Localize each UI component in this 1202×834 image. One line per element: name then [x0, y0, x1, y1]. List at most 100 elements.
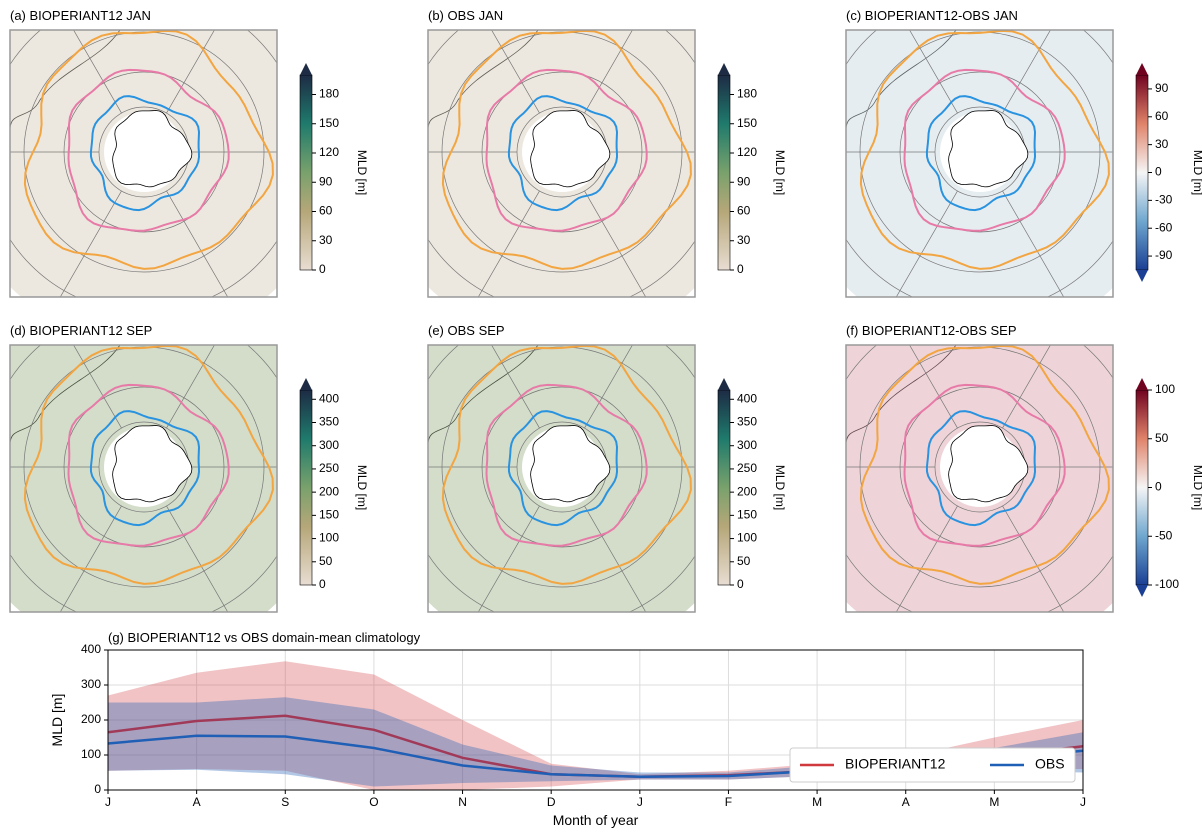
colorbar-label: MLD [m] — [773, 150, 787, 195]
front-orange — [23, 30, 274, 270]
colorbar-tick-label: 0 — [737, 577, 744, 591]
map — [428, 30, 695, 297]
meridian — [895, 505, 958, 612]
colorbar-tick-label: 100 — [737, 531, 757, 545]
x-tick-label: M — [989, 795, 999, 809]
colorbar-label: MLD [m] — [773, 465, 787, 510]
meridian — [584, 345, 633, 429]
colorbar-tick-label: 90 — [319, 174, 333, 188]
front-blue — [89, 410, 201, 527]
colorbar — [717, 74, 731, 271]
colorbar — [299, 74, 313, 271]
colorbar-tick-label: 0 — [319, 262, 326, 276]
meridian — [584, 190, 647, 297]
panel-title: (b) OBS JAN — [428, 8, 503, 23]
x-tick-label: J — [1080, 795, 1086, 809]
colorbar — [717, 389, 731, 586]
colorbar-tick-label: 50 — [1155, 431, 1169, 445]
x-tick-label: D — [547, 795, 556, 809]
antarctica — [112, 110, 193, 188]
land — [846, 345, 957, 446]
colorbar-tick-label: 0 — [1155, 480, 1162, 494]
colorbar-tick-label: 400 — [737, 391, 757, 405]
front-orange — [859, 30, 1110, 270]
colorbar-tick-label: 90 — [1155, 81, 1169, 95]
colorbar — [1135, 389, 1149, 586]
legend-label: BIOPERIANT12 — [845, 756, 946, 772]
land — [428, 345, 539, 446]
meridian — [59, 190, 122, 297]
y-axis-label: MLD [m] — [49, 694, 65, 747]
colorbar-tick-label: -30 — [1155, 193, 1173, 207]
x-tick-label: A — [902, 795, 910, 809]
front-orange — [859, 345, 1110, 585]
colorbar-tick-label: 200 — [737, 484, 757, 498]
meridian — [1002, 345, 1051, 429]
y-tick-label: 0 — [94, 782, 101, 796]
plot-frame — [107, 649, 1084, 791]
colorbar-tick-label: 200 — [319, 484, 339, 498]
land — [10, 345, 121, 446]
antarctica — [948, 425, 1029, 503]
colorbar-tick-label: 0 — [737, 262, 744, 276]
colorbar-tick-label: 350 — [319, 415, 339, 429]
panel-title: (c) BIOPERIANT12-OBS JAN — [846, 8, 1018, 23]
map — [10, 345, 277, 612]
colorbar-tick-label: 150 — [737, 508, 757, 522]
colorbar-tick-label: 120 — [737, 145, 757, 159]
colorbar-extend — [718, 378, 730, 390]
front-pink — [67, 68, 230, 232]
colorbar-label: MLD [m] — [355, 465, 369, 510]
front-pink — [903, 68, 1066, 232]
colorbar-tick-label: 30 — [319, 233, 333, 247]
land — [428, 30, 539, 131]
legend-box — [789, 747, 1076, 783]
colorbar-tick-label: -50 — [1155, 528, 1173, 542]
y-tick-label: 100 — [81, 747, 101, 761]
x-tick-label: A — [193, 795, 201, 809]
colorbar-extend — [718, 63, 730, 75]
front-pink — [903, 383, 1066, 547]
colorbar-extend — [300, 63, 312, 75]
map — [428, 345, 695, 612]
map-frame — [427, 344, 696, 613]
y-tick-label: 300 — [81, 677, 101, 691]
colorbar-tick-label: 60 — [737, 204, 751, 218]
colorbar-extend — [300, 378, 312, 390]
colorbar-tick-label: 30 — [737, 233, 751, 247]
meridian — [166, 190, 229, 297]
map-frame — [427, 29, 696, 298]
meridian — [477, 190, 540, 297]
colorbar-tick-label: 0 — [319, 577, 326, 591]
x-tick-label: N — [458, 795, 467, 809]
colorbar-tick-label: 250 — [319, 461, 339, 475]
land — [846, 30, 957, 131]
map — [846, 30, 1113, 297]
map-frame — [845, 29, 1114, 298]
colorbar-tick-label: 100 — [319, 531, 339, 545]
antarctica — [112, 425, 193, 503]
meridian — [1002, 190, 1065, 297]
meridian — [166, 505, 229, 612]
colorbar-tick-label: 90 — [737, 174, 751, 188]
x-tick-label: S — [281, 795, 289, 809]
panel-title: (g) BIOPERIANT12 vs OBS domain-mean clim… — [108, 630, 421, 645]
antarctica — [530, 110, 611, 188]
panel-title: (e) OBS SEP — [428, 323, 505, 338]
colorbar-extend — [1136, 585, 1148, 597]
x-tick-label: J — [105, 795, 111, 809]
colorbar-label: MLD [m] — [1191, 465, 1202, 510]
front-blue — [89, 95, 201, 212]
x-tick-label: J — [637, 795, 643, 809]
colorbar-label: MLD [m] — [1191, 150, 1202, 195]
colorbar-extend — [1136, 378, 1148, 390]
colorbar-tick-label: 150 — [737, 116, 757, 130]
colorbar-tick-label: 50 — [737, 554, 751, 568]
panel-title: (a) BIOPERIANT12 JAN — [10, 8, 151, 23]
colorbar-tick-label: 60 — [1155, 109, 1169, 123]
colorbar-label: MLD [m] — [355, 150, 369, 195]
colorbar-tick-label: 100 — [1155, 382, 1175, 396]
colorbar-tick-label: 50 — [319, 554, 333, 568]
meridian — [584, 505, 647, 612]
